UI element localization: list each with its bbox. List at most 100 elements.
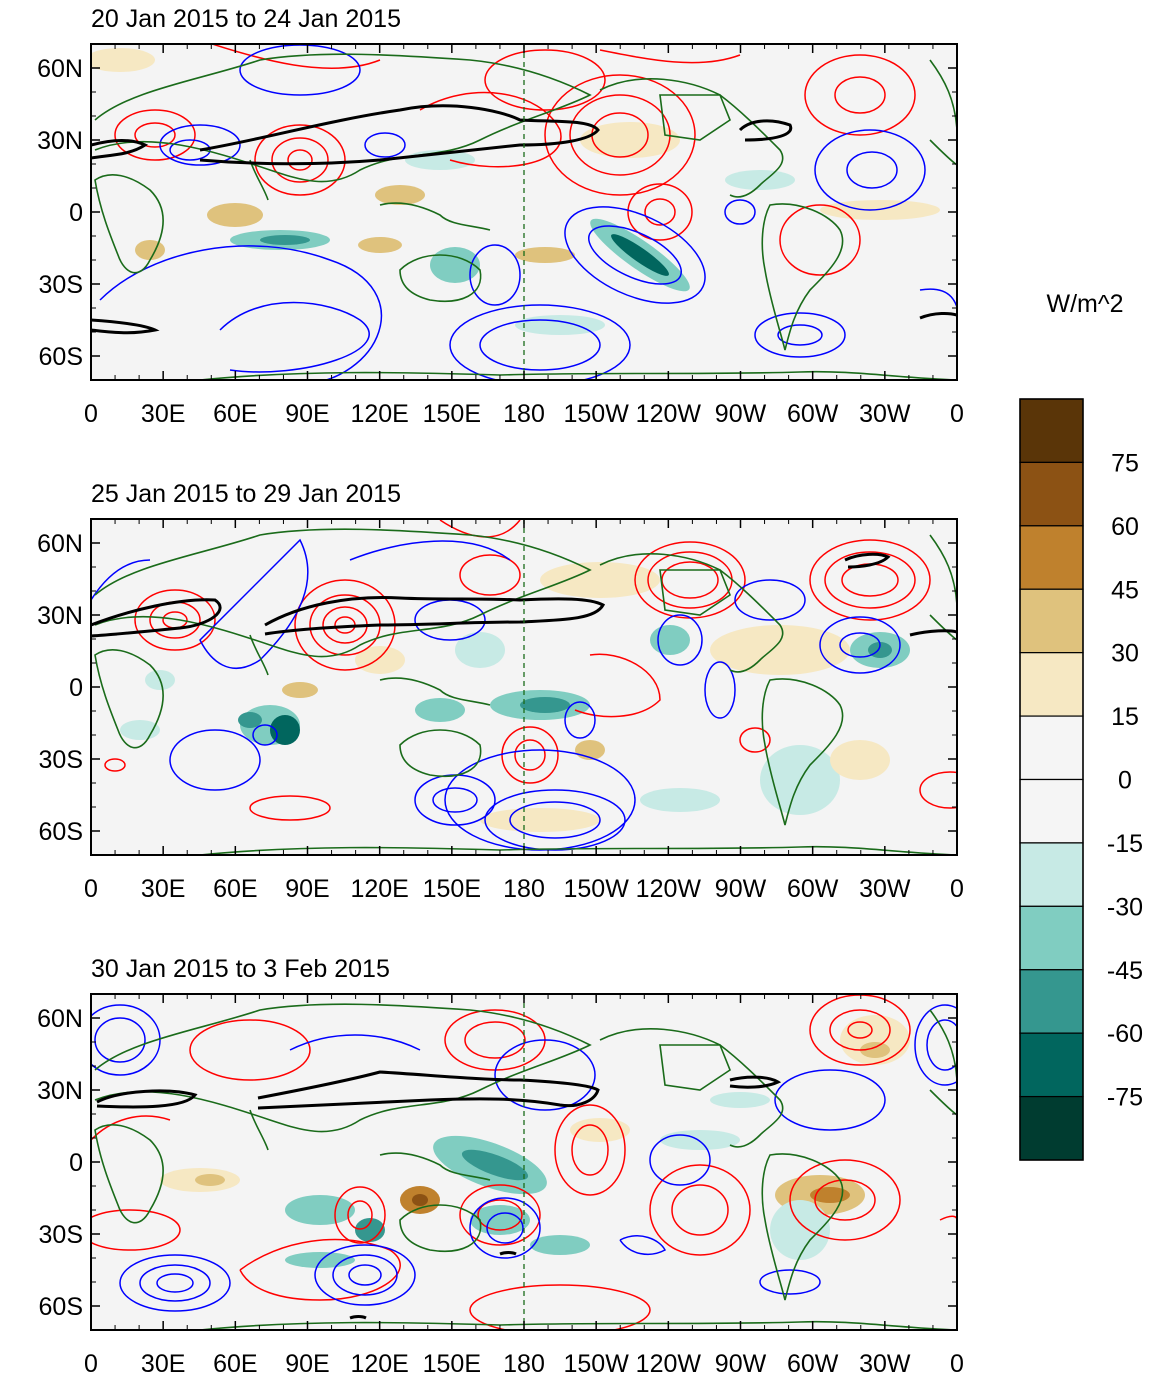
- lon-tick-label: 150E: [423, 400, 481, 428]
- lon-tick-label: 150E: [423, 875, 481, 903]
- lon-tick-label: 60E: [213, 1350, 257, 1378]
- colorbar-label: 75: [1111, 449, 1139, 477]
- panel-1-jet-contours: [91, 104, 957, 335]
- lon-tick-label: 90E: [285, 875, 329, 903]
- panel-3-axes: 0 30E 60E 90E 120E 150E 180 150W 120W 90W 60W 30W 0 6…: [37, 994, 964, 1378]
- lon-tick-label: 150E: [423, 1350, 481, 1378]
- lon-tick-label: 0: [950, 1350, 964, 1378]
- panel-3-coastlines: [94, 1003, 957, 1330]
- colorbar-label: -45: [1107, 957, 1143, 985]
- colorbar-swatch: [1019, 842, 1084, 907]
- panel-1-map: [91, 44, 957, 380]
- panel-1: 20 Jan 2015 to 24 Jan 2015: [37, 5, 964, 428]
- lon-tick-label: 120E: [350, 875, 408, 903]
- colorbar-swatch: [1019, 1095, 1084, 1161]
- lon-tick-label: 180: [503, 400, 545, 428]
- colorbar-units: W/m^2: [1046, 290, 1123, 318]
- colorbar-swatch: [1019, 1032, 1084, 1098]
- lon-tick-label: 30W: [859, 400, 911, 428]
- colorbar-swatch: [1019, 778, 1084, 844]
- lon-tick-label: 150W: [564, 1350, 630, 1378]
- colorbar-swatch: [1019, 969, 1084, 1034]
- panel-1-title: 20 Jan 2015 to 24 Jan 2015: [91, 5, 401, 33]
- lon-tick-label: 90W: [715, 400, 767, 428]
- lon-tick-label: 120W: [636, 400, 702, 428]
- colorbar-labels: 75 60 45 30 15 0 -15 -30 -45 -60 -75: [1107, 449, 1143, 1111]
- panel-3: 30 Jan 2015 to 3 Feb 2015: [37, 955, 964, 1378]
- lat-tick-label: 0: [69, 674, 83, 702]
- lon-tick-label: 30E: [141, 875, 185, 903]
- colorbar-label: 45: [1111, 576, 1139, 604]
- lat-tick-label: 30S: [39, 1221, 83, 1249]
- lat-tick-label: 30N: [37, 127, 83, 155]
- colorbar: W/m^2 75 60 45 30 15 0 -15 -30 -45 -60 -75: [1019, 290, 1143, 1161]
- colorbar-label: -15: [1107, 830, 1143, 858]
- lat-tick-label: 60N: [37, 1005, 83, 1033]
- panel-2-title: 25 Jan 2015 to 29 Jan 2015: [91, 480, 401, 508]
- lon-tick-label: 120E: [350, 1350, 408, 1378]
- colorbar-label: -75: [1107, 1084, 1143, 1112]
- lat-tick-label: 60S: [39, 1293, 83, 1321]
- lon-tick-label: 90E: [285, 1350, 329, 1378]
- colorbar-swatch: [1019, 588, 1084, 654]
- lat-tick-label: 60N: [37, 530, 83, 558]
- lon-tick-label: 30E: [141, 1350, 185, 1378]
- lat-tick-label: 60S: [39, 343, 83, 371]
- lon-tick-label: 0: [84, 875, 98, 903]
- panel-2-axes: 0 30E 60E 90E 120E 150E 180 150W 120W 90W 60W 30W 0 6…: [37, 519, 964, 903]
- lon-tick-label: 30W: [859, 875, 911, 903]
- lon-tick-label: 90W: [715, 875, 767, 903]
- colorbar-swatch: [1019, 905, 1084, 971]
- colorbar-label: 15: [1111, 703, 1139, 731]
- colorbar-label: 30: [1111, 640, 1139, 668]
- lon-tick-label: 150W: [564, 400, 630, 428]
- lon-tick-label: 60W: [787, 1350, 839, 1378]
- panel-1-negative-contours: [99, 44, 957, 380]
- lat-tick-label: 0: [69, 1149, 83, 1177]
- colorbar-swatch: [1019, 652, 1084, 717]
- colorbar-label: 0: [1118, 767, 1132, 795]
- lon-tick-label: 30E: [141, 400, 185, 428]
- lat-tick-label: 60S: [39, 818, 83, 846]
- colorbar-swatch: [1019, 461, 1084, 527]
- lat-tick-label: 30N: [37, 602, 83, 630]
- panel-3-title: 30 Jan 2015 to 3 Feb 2015: [91, 955, 390, 983]
- panel-2-map: [91, 519, 957, 855]
- panel-1-axes: 0 30E 60E 90E 120E 150E 180 150W 120W 90W 60W 30W 0 6…: [37, 44, 964, 428]
- panel-3-map: [91, 994, 957, 1330]
- panel-3-positive-contours: [91, 994, 957, 1330]
- lon-tick-label: 60E: [213, 875, 257, 903]
- colorbar-swatch: [1019, 398, 1084, 464]
- lon-tick-label: 150W: [564, 875, 630, 903]
- lat-tick-label: 30N: [37, 1077, 83, 1105]
- lat-tick-label: 30S: [39, 746, 83, 774]
- panel-2-coastlines: [94, 528, 957, 855]
- lon-tick-label: 0: [950, 875, 964, 903]
- panel-3-jet-contours: [96, 1070, 782, 1320]
- lat-tick-label: 60N: [37, 55, 83, 83]
- lat-tick-label: 30S: [39, 271, 83, 299]
- panel-2: 25 Jan 2015 to 29 Jan 2015: [37, 480, 964, 903]
- lon-tick-label: 0: [84, 1350, 98, 1378]
- colorbar-label: -60: [1107, 1020, 1143, 1048]
- colorbar-swatch: [1019, 525, 1084, 590]
- lon-tick-label: 120W: [636, 875, 702, 903]
- lon-tick-label: 0: [950, 400, 964, 428]
- lon-tick-label: 180: [503, 875, 545, 903]
- lon-tick-label: 120W: [636, 1350, 702, 1378]
- lon-tick-label: 120E: [350, 400, 408, 428]
- lon-tick-label: 90W: [715, 1350, 767, 1378]
- lon-tick-label: 60W: [787, 400, 839, 428]
- lon-tick-label: 60W: [787, 875, 839, 903]
- colorbar-label: 60: [1111, 513, 1139, 541]
- lon-tick-label: 90E: [285, 400, 329, 428]
- colorbar-swatches: [1019, 398, 1084, 1161]
- colorbar-swatch: [1019, 715, 1084, 781]
- colorbar-label: -30: [1107, 893, 1143, 921]
- lat-tick-label: 0: [69, 199, 83, 227]
- panel-2-jet-contours: [91, 552, 957, 638]
- panel-2-negative-contours: [91, 538, 901, 851]
- colorbar-frame: [1019, 398, 1084, 1161]
- lon-tick-label: 60E: [213, 400, 257, 428]
